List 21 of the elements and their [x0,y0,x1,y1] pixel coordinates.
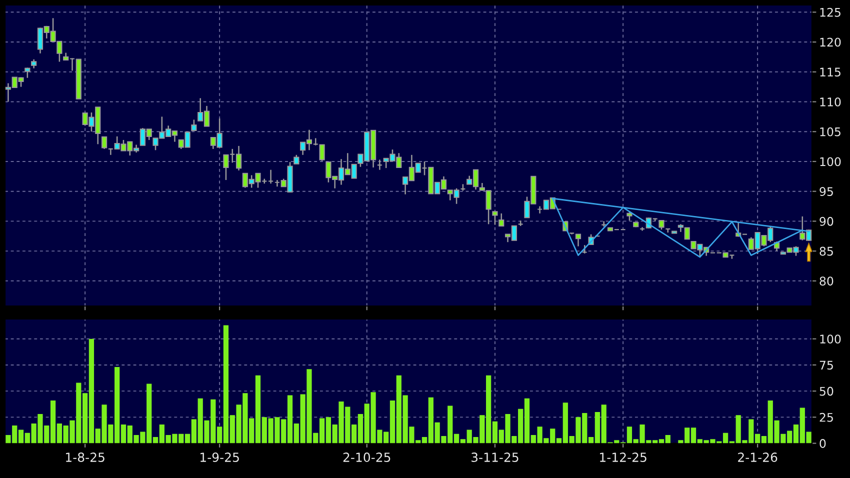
y-tick-label: 105 [820,127,840,136]
y-tick-label: 100 [820,157,841,166]
y-tick-label: 90 [820,216,834,226]
y-tick-label: 95 [820,187,833,196]
y-tick-label: 80 [820,276,834,286]
x-tick-label: 3-11-25 [472,452,518,462]
y-tick-label: 120 [820,38,841,47]
y-tick-label: 25 [820,412,833,422]
x-tick-label: 2-10-25 [343,452,390,462]
x-tick-label: 2-1-26 [738,452,778,462]
y-tick-label: 75 [820,360,833,370]
y-tick-label: 125 [820,8,840,17]
y-tick-label: 85 [820,246,833,256]
x-tick-label: 1-12-25 [600,452,646,462]
y-tick-label: 0 [820,439,826,448]
x-tick-label: 1-8-25 [66,452,104,462]
x-tick-label: 1-9-25 [200,452,239,462]
y-tick-label: 110 [820,97,841,106]
y-tick-label: 115 [820,68,840,77]
y-tick-label: 100 [820,334,841,344]
y-tick-label: 50 [820,386,834,396]
